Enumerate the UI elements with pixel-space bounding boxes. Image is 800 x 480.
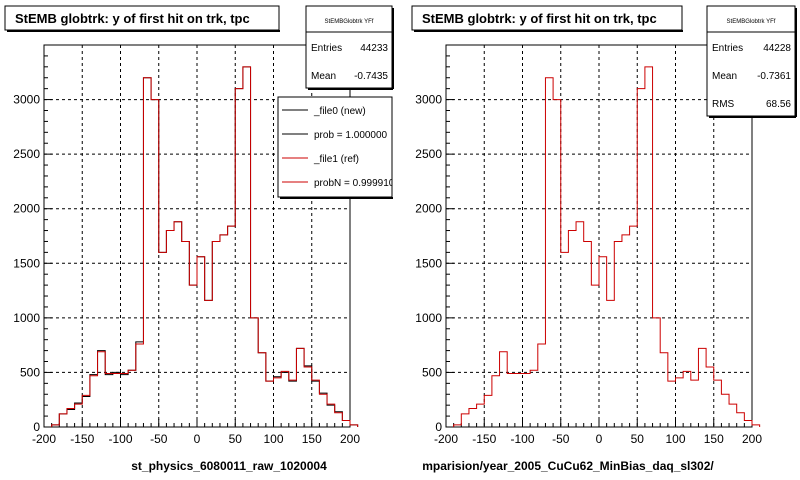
stats-title: StEMBGlobtrk YFf	[325, 19, 374, 25]
x-axis-label: mparision/year_2005_CuCu62_MinBias_daq_s…	[422, 459, 714, 473]
legend-label: _file0 (new)	[313, 106, 366, 117]
y-tick-label: 3000	[415, 93, 442, 107]
stats-label: Entries	[712, 43, 743, 54]
x-tick-label: 100	[665, 432, 685, 446]
x-tick-label: 200	[742, 432, 762, 446]
y-tick-label: 1000	[415, 311, 442, 325]
x-tick-label: 100	[263, 432, 283, 446]
stats-value: 44233	[360, 43, 388, 54]
y-tick-label: 1500	[415, 256, 442, 270]
y-tick-label: 2500	[415, 147, 442, 161]
y-tick-label: 2000	[13, 202, 40, 216]
y-tick-label: 2000	[415, 202, 442, 216]
stats-label: Mean	[712, 71, 737, 82]
legend-label: _file1 (ref)	[313, 154, 359, 165]
x-tick-label: -150	[70, 432, 94, 446]
title-box	[411, 5, 683, 31]
stats-title: StEMBGlobtrk YFf	[727, 19, 776, 25]
x-tick-label: -50	[150, 432, 168, 446]
x-tick-label: -200	[32, 432, 56, 446]
legend-entries: _file0 (new) prob = 1.000000 _file1 (ref) p…	[282, 106, 395, 189]
x-tick-label: 50	[631, 432, 645, 446]
stats-label: RMS	[712, 99, 735, 110]
stats-value: 68.56	[766, 99, 791, 110]
stats-box	[706, 5, 796, 117]
y-tick-label: 2500	[13, 147, 40, 161]
x-tick-label: 200	[340, 432, 360, 446]
x-axis-label: st_physics_6080011_raw_1020004	[131, 459, 327, 473]
series-line-1	[453, 66, 761, 427]
series-line-2	[51, 66, 359, 427]
legend-label: probN = 0.999910	[314, 178, 395, 189]
x-tick-label: 150	[302, 432, 322, 446]
x-tick-label: 0	[596, 432, 603, 446]
y-tick-label: 3000	[13, 93, 40, 107]
y-tick-label: 1500	[13, 256, 40, 270]
stats-value: -0.7435	[354, 71, 388, 82]
x-tick-label: 0	[194, 432, 201, 446]
x-tick-label: -100	[510, 432, 534, 446]
y-tick-label: 1000	[13, 311, 40, 325]
stats-value: 44228	[763, 43, 791, 54]
x-tick-label: -150	[472, 432, 496, 446]
chart-title: StEMB globtrk: y of first hit on trk, tp…	[15, 11, 250, 26]
y-tick-label: 500	[20, 365, 40, 379]
x-tick-label: 150	[704, 432, 724, 446]
legend-label: prob = 1.000000	[314, 130, 388, 141]
stats-value: -0.7361	[757, 71, 791, 82]
x-tick-label: -200	[434, 432, 458, 446]
chart-title: StEMB globtrk: y of first hit on trk, tp…	[422, 11, 657, 26]
chart-panel-2: -200 -150 -100 -50 0 50 100 150 2000500100015002…	[411, 5, 797, 473]
x-tick-label: -50	[552, 432, 570, 446]
stats-label: Entries	[311, 43, 342, 54]
title-box	[4, 5, 280, 31]
legend: _file0 (new) prob = 1.000000 _file1 (ref) p…	[277, 96, 395, 199]
x-tick-label: 50	[229, 432, 243, 446]
y-tick-label: 500	[422, 365, 442, 379]
stats-label: Mean	[311, 71, 336, 82]
legend-box	[277, 96, 393, 198]
chart-panel-1: -200 -150 -100 -50 0 50 100 150 2000500100015002…	[4, 5, 395, 473]
x-tick-label: -100	[108, 432, 132, 446]
y-tick-label: 0	[33, 420, 40, 434]
y-tick-label: 0	[435, 420, 442, 434]
